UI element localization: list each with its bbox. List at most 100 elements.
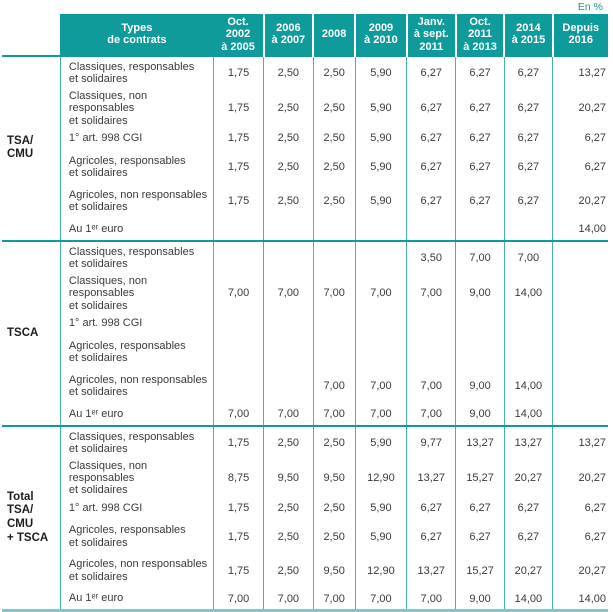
- value-cell: 13,27: [552, 54, 608, 90]
- value-cell: 14,00: [503, 587, 553, 612]
- value-cell: 1,75: [212, 553, 264, 588]
- value-cell: 9,00: [455, 402, 505, 426]
- value-cell: 12,90: [354, 459, 407, 497]
- value-cell: 6,27: [455, 126, 505, 150]
- value-cell: 5,90: [354, 183, 407, 218]
- table-row: Agricoles, responsables et solidaires 1,7…: [2, 149, 608, 184]
- row-label: Classiques, non responsables et solidair…: [59, 459, 214, 497]
- value-cell: [263, 311, 314, 335]
- row-label: Au 1ᵉʳ euro: [59, 587, 214, 612]
- value-cell: [312, 239, 356, 275]
- value-cell: [552, 239, 608, 275]
- value-cell: 7,00: [212, 587, 264, 612]
- value-cell: [263, 217, 314, 241]
- value-cell: [312, 334, 356, 369]
- row-label: Classiques, non responsables et solidair…: [59, 274, 214, 312]
- table-row: Au 1ᵉʳ euro 7,00 7,00 7,00 7,00 7,00 9,00 14,00: [2, 402, 608, 426]
- value-cell: [212, 311, 264, 335]
- value-cell: 6,27: [503, 519, 553, 554]
- table-row: TSCA Classiques, responsables et solidair…: [2, 239, 608, 426]
- group-label: TSA/ CMU: [2, 54, 61, 241]
- value-cell: [503, 311, 553, 335]
- value-cell: 6,27: [455, 183, 505, 218]
- value-cell: 14,00: [503, 368, 553, 403]
- value-cell: 6,27: [406, 149, 456, 184]
- value-cell: 7,00: [312, 402, 356, 426]
- value-cell: 2,50: [263, 553, 314, 588]
- row-label: Classiques, responsables et solidaires: [59, 424, 214, 460]
- table-row: Agricoles, responsables et solidaires: [2, 334, 608, 369]
- column-header: 2006 à 2007: [262, 14, 314, 56]
- value-cell: 20,27: [552, 459, 608, 497]
- value-cell: 20,27: [552, 183, 608, 218]
- value-cell: 7,00: [354, 274, 407, 312]
- table-row: Classiques, non responsables et solidair…: [2, 89, 608, 127]
- contract-tax-rates-table: Types de contrats Oct. 2002 à 2005 2006 à …: [2, 14, 608, 612]
- row-label: Au 1ᵉʳ euro: [59, 402, 214, 426]
- value-cell: 7,00: [503, 239, 553, 275]
- value-cell: [552, 368, 608, 403]
- value-cell: 6,27: [406, 89, 456, 127]
- column-header: 2009 à 2010: [354, 14, 407, 56]
- value-cell: 2,50: [312, 89, 356, 127]
- row-label: Agricoles, responsables et solidaires: [59, 519, 214, 554]
- value-cell: 6,27: [503, 126, 553, 150]
- value-cell: 6,27: [503, 183, 553, 218]
- value-cell: 13,27: [455, 424, 505, 460]
- row-label: Classiques, responsables et solidaires: [59, 239, 214, 275]
- value-cell: 2,50: [263, 183, 314, 218]
- value-cell: 6,27: [406, 54, 456, 90]
- value-cell: 6,27: [406, 519, 456, 554]
- value-cell: 7,00: [312, 274, 356, 312]
- value-cell: 2,50: [263, 149, 314, 184]
- value-cell: [212, 239, 264, 275]
- value-cell: [312, 311, 356, 335]
- row-label: Classiques, responsables et solidaires: [59, 54, 214, 90]
- value-cell: 1,75: [212, 183, 264, 218]
- value-cell: 7,00: [212, 402, 264, 426]
- value-cell: 14,00: [552, 587, 608, 612]
- unit-label: En %: [577, 1, 603, 13]
- value-cell: 20,27: [503, 553, 553, 588]
- value-cell: [354, 239, 407, 275]
- value-cell: 2,50: [263, 54, 314, 90]
- value-cell: 7,00: [406, 274, 456, 312]
- value-cell: 6,27: [406, 183, 456, 218]
- value-cell: 6,27: [406, 496, 456, 520]
- value-cell: 13,27: [406, 553, 456, 588]
- table-row: Agricoles, non responsables et solidaire…: [2, 553, 608, 588]
- value-cell: 9,00: [455, 587, 505, 612]
- group-label: Total TSA/ CMU + TSCA: [2, 424, 61, 612]
- value-cell: 7,00: [354, 368, 407, 403]
- table-body: TSA/ CMU Classiques, responsables et soli…: [2, 54, 608, 612]
- table-row: TSA/ CMU Classiques, responsables et soli…: [2, 54, 608, 241]
- value-cell: [503, 217, 553, 241]
- value-cell: [406, 311, 456, 335]
- table-row: Agricoles, non responsables et solidaire…: [2, 183, 608, 218]
- value-cell: [503, 334, 553, 369]
- value-cell: 1,75: [212, 54, 264, 90]
- value-cell: 8,75: [212, 459, 264, 497]
- column-header: Oct. 2002 à 2005: [213, 14, 264, 56]
- value-cell: 2,50: [312, 126, 356, 150]
- value-cell: 6,27: [552, 519, 608, 554]
- value-cell: 2,50: [312, 496, 356, 520]
- row-label: 1° art. 998 CGI: [59, 496, 214, 520]
- value-cell: 6,27: [455, 89, 505, 127]
- value-cell: 2,50: [312, 54, 356, 90]
- value-cell: 6,27: [552, 496, 608, 520]
- value-cell: 2,50: [312, 183, 356, 218]
- value-cell: 7,00: [406, 368, 456, 403]
- row-label: Agricoles, non responsables et solidaire…: [59, 183, 214, 218]
- value-cell: 1,75: [212, 519, 264, 554]
- value-cell: 6,27: [503, 149, 553, 184]
- column-header: Oct. 2011 à 2013: [454, 14, 505, 56]
- value-cell: 7,00: [212, 274, 264, 312]
- column-header: Janv. à sept. 2011: [405, 14, 456, 56]
- value-cell: [552, 274, 608, 312]
- value-cell: 9,77: [406, 424, 456, 460]
- value-cell: 6,27: [455, 519, 505, 554]
- value-cell: 7,00: [263, 274, 314, 312]
- row-label: Agricoles, non responsables et solidaire…: [59, 553, 214, 588]
- value-cell: 9,00: [455, 274, 505, 312]
